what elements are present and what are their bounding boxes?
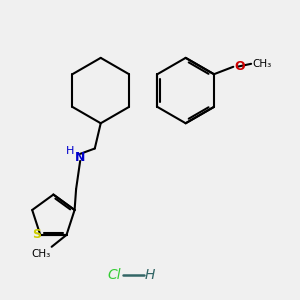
Text: S: S xyxy=(32,228,41,242)
Text: O: O xyxy=(235,60,245,73)
Text: CH₃: CH₃ xyxy=(253,59,272,69)
Text: Cl: Cl xyxy=(107,268,121,282)
Text: H: H xyxy=(145,268,155,282)
Text: H: H xyxy=(66,146,74,156)
Text: CH₃: CH₃ xyxy=(31,249,50,259)
Text: N: N xyxy=(75,151,85,164)
